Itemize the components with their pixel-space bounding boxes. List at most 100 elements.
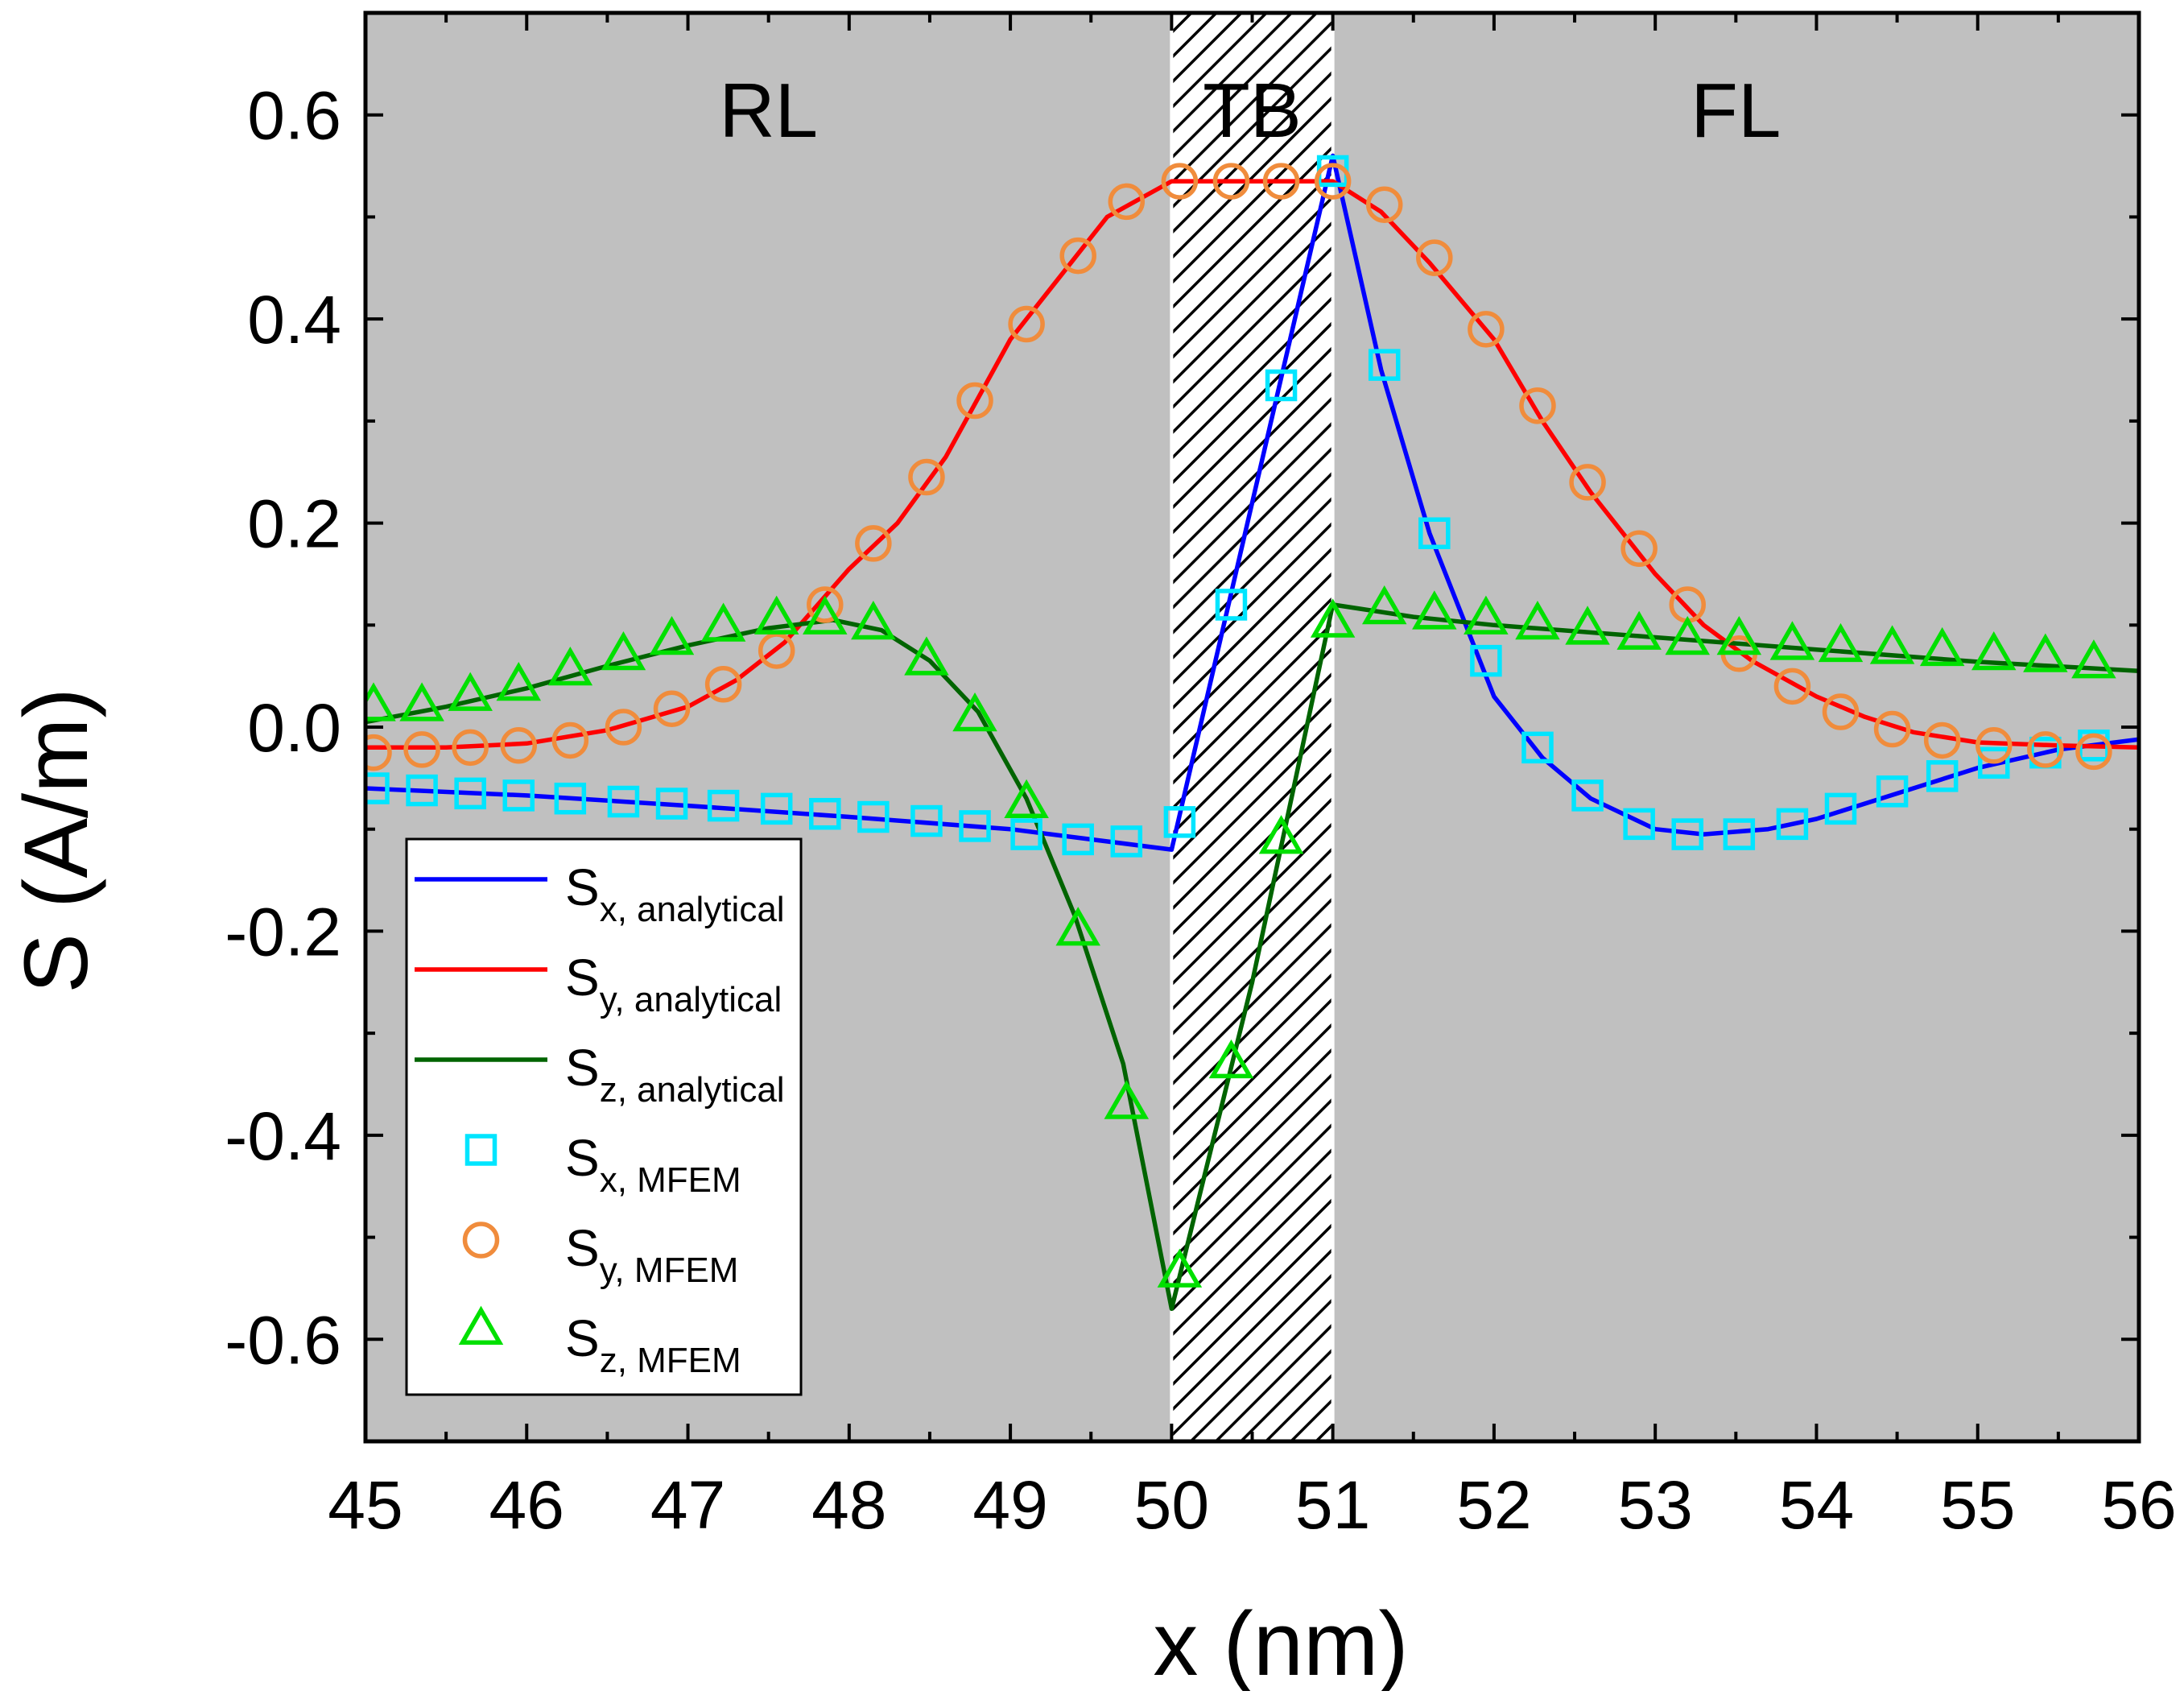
legend-label: Sx, MFEM (565, 1129, 741, 1200)
legend-marker-swatch (464, 1134, 497, 1166)
y-axis-label: S (A/m) (6, 688, 106, 994)
x-tick-label: 50 (1134, 1467, 1209, 1543)
marker-sy-mfem (855, 525, 892, 562)
marker-sz-mfem (1565, 606, 1610, 645)
region-label-rl: RL (719, 68, 818, 154)
y-tick-label: -0.6 (225, 1302, 341, 1378)
marker-sy-mfem (704, 666, 742, 703)
marker-sy-mfem (956, 382, 993, 420)
marker-sx-mfem (1723, 818, 1756, 850)
marker-sx-mfem (1010, 818, 1042, 850)
marker-sy-mfem (403, 731, 440, 768)
legend-entry-sx-mfem: Sx, MFEM (464, 1129, 741, 1200)
marker-sz-mfem (399, 682, 444, 721)
marker-sx-mfem (707, 789, 740, 822)
marker-sx-mfem (454, 777, 486, 810)
marker-sz-mfem (496, 661, 542, 701)
legend-label: Sy, analytical (565, 949, 782, 1019)
marker-sx-mfem (1418, 517, 1451, 549)
legend-label: Sx, analytical (565, 858, 785, 929)
marker-sz-mfem (1361, 585, 1407, 625)
marker-sz-mfem (1208, 1039, 1254, 1079)
legend-label: Sz, analytical (565, 1039, 785, 1110)
x-tick-label: 53 (1617, 1467, 1692, 1543)
marker-sx-mfem (910, 804, 943, 837)
legend-entry-sy-analytical: Sy, analytical (415, 949, 782, 1019)
legend: Sx, analytical Sy, analytical Sz, analytic… (405, 837, 803, 1396)
marker-sz-mfem (2023, 633, 2068, 672)
marker-sy-mfem (1262, 163, 1300, 200)
marker-sz-mfem (1769, 621, 1815, 660)
marker-sx-mfem (1521, 731, 1554, 764)
tick-label-layer: 45 46 47 48 49 50 51 52 53 54 55 56 -0.6 -0.4 -0.2 0.0 0… (225, 78, 2176, 1543)
x-tick-label: 52 (1456, 1467, 1531, 1543)
marker-sz-mfem (601, 630, 646, 671)
marker-sz-mfem (1004, 779, 1049, 818)
marker-sy-mfem (1108, 183, 1146, 221)
y-tick-label: -0.4 (225, 1098, 341, 1174)
marker-sy-mfem (1773, 668, 1811, 705)
marker-sy-mfem (2027, 731, 2064, 768)
marker-sz-mfem (803, 595, 848, 635)
x-tick-label: 47 (650, 1467, 725, 1543)
marker-sz-mfem (365, 682, 396, 721)
y-tick-label: 0.4 (247, 282, 341, 358)
marker-sx-mfem (1368, 349, 1401, 381)
marker-sz-mfem (1919, 626, 1965, 667)
legend-label: Sz, MFEM (565, 1309, 741, 1380)
marker-sy-mfem (1519, 387, 1556, 424)
marker-sy-mfem (2075, 733, 2112, 771)
marker-sz-mfem (753, 595, 799, 635)
region-label-layer: RL TB FL (719, 68, 1781, 154)
marker-sy-mfem (1620, 530, 1658, 567)
marker-sz-mfem (1310, 598, 1356, 638)
marker-sy-mfem (1976, 727, 2013, 764)
legend-marker-swatch (462, 1222, 500, 1259)
legend-label: Sy, MFEM (565, 1219, 738, 1290)
marker-sx-mfem (1978, 746, 2010, 779)
legend-entry-sy-mfem: Sy, MFEM (462, 1219, 738, 1290)
marker-sz-mfem (1258, 815, 1304, 854)
marker-sx-mfem (1876, 775, 1909, 808)
marker-sx-mfem (959, 810, 991, 842)
marker-sz-mfem (952, 692, 997, 732)
marker-sx-mfem (554, 782, 587, 815)
marker-sx-mfem (809, 797, 841, 830)
y-tick-label: -0.2 (225, 894, 341, 969)
x-tick-label: 56 (2101, 1467, 2176, 1543)
marker-sz-mfem (700, 602, 746, 642)
marker-layer (365, 155, 2116, 1288)
marker-sz-mfem (1716, 615, 1762, 655)
marker-sy-mfem (1416, 239, 1453, 276)
marker-sz-mfem (1515, 600, 1560, 640)
marker-sz-mfem (1412, 590, 1457, 630)
marker-sx-mfem (365, 772, 390, 804)
marker-sz-mfem (1157, 1248, 1203, 1288)
marker-sx-mfem (1671, 818, 1703, 850)
x-tick-label: 46 (489, 1467, 564, 1543)
marker-sz-mfem (1665, 615, 1710, 655)
legend-entry-sz-analytical: Sz, analytical (415, 1039, 785, 1110)
legend-marker-swatch (458, 1305, 504, 1345)
marker-sx-mfem (1571, 779, 1604, 812)
y-tick-label: 0.0 (247, 690, 341, 766)
marker-sx-mfem (1215, 589, 1248, 621)
marker-sy-mfem (908, 458, 945, 496)
marker-sy-mfem (1822, 693, 1860, 730)
marker-sx-mfem (502, 779, 535, 812)
marker-sx-mfem (1824, 792, 1857, 825)
x-tick-label: 49 (972, 1467, 1047, 1543)
marker-sy-mfem (1569, 464, 1606, 501)
marker-sz-mfem (1971, 630, 2017, 671)
marker-sz-mfem (2071, 639, 2116, 679)
legend-entry-sz-mfem: Sz, MFEM (458, 1305, 741, 1380)
marker-sy-mfem (1314, 163, 1352, 200)
marker-sx-mfem (1926, 760, 1959, 792)
marker-sx-mfem (760, 792, 793, 825)
x-tick-label: 54 (1779, 1467, 1854, 1543)
y-tick-label: 0.6 (247, 78, 341, 154)
marker-sz-mfem (1616, 610, 1662, 650)
marker-sy-mfem (500, 727, 538, 764)
marker-sx-mfem (1265, 369, 1298, 402)
